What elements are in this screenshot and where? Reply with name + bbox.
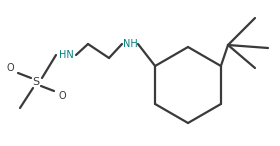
Text: NH: NH bbox=[123, 39, 137, 49]
Text: S: S bbox=[32, 77, 39, 87]
Text: HN: HN bbox=[59, 50, 73, 60]
Text: O: O bbox=[6, 63, 14, 73]
Text: O: O bbox=[58, 91, 66, 101]
